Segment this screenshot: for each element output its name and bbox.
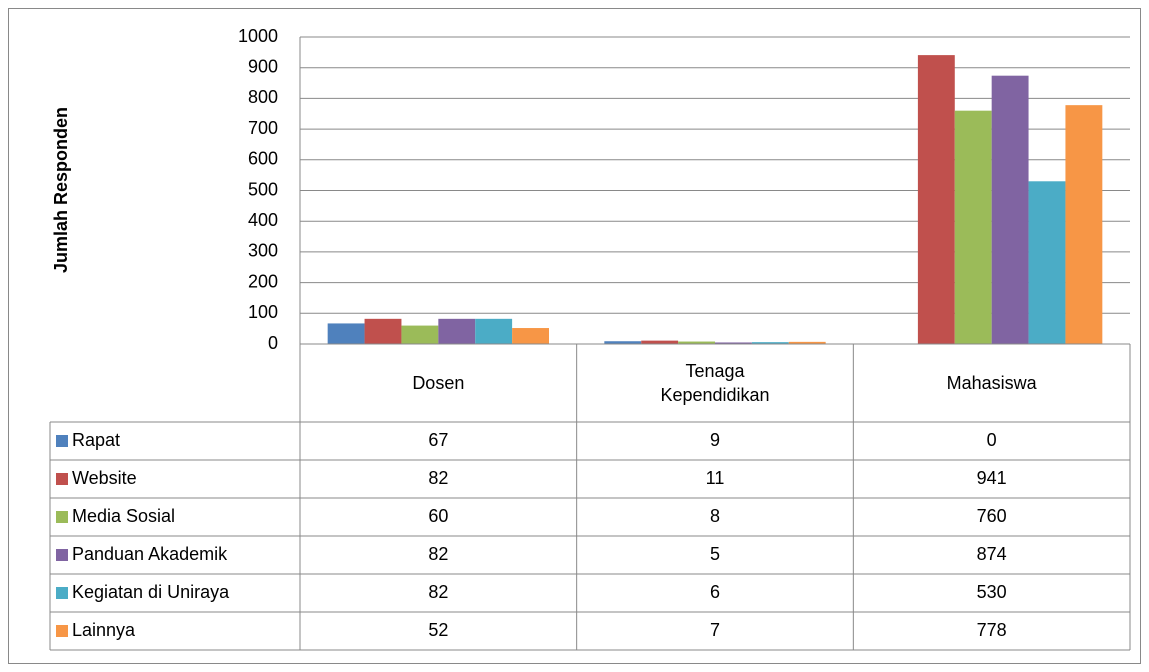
- bar: [991, 75, 1029, 344]
- table-value: 778: [977, 620, 1007, 640]
- table-value: 6: [710, 582, 720, 602]
- bar: [788, 341, 826, 344]
- bar: [751, 342, 789, 344]
- table-value: 0: [987, 430, 997, 450]
- y-tick-label: 900: [248, 56, 278, 76]
- legend-label: Panduan Akademik: [72, 544, 228, 564]
- table-value: 7: [710, 620, 720, 640]
- legend-key: [56, 549, 68, 561]
- y-tick-label: 0: [268, 333, 278, 353]
- y-axis-title: Jumlah Responden: [51, 107, 71, 273]
- legend-label: Rapat: [72, 430, 120, 450]
- legend-key: [56, 435, 68, 447]
- bar: [327, 323, 365, 344]
- bar: [641, 340, 679, 344]
- bar: [401, 325, 439, 344]
- table-value: 874: [977, 544, 1007, 564]
- bar: [715, 342, 752, 344]
- category-text: Mahasiswa: [946, 373, 1037, 393]
- bar: [1065, 105, 1103, 345]
- table-value: 5: [710, 544, 720, 564]
- y-tick-label: 100: [248, 302, 278, 322]
- bar: [954, 110, 992, 345]
- table-value: 82: [428, 468, 448, 488]
- y-tick-label: 1000: [238, 26, 278, 46]
- legend-key: [56, 473, 68, 485]
- category-label: Dosen: [300, 344, 577, 422]
- y-tick-label: 800: [248, 87, 278, 107]
- category-text: Tenaga Kependidikan: [660, 361, 770, 405]
- table-value: 530: [977, 582, 1007, 602]
- y-tick-label: 300: [248, 241, 278, 261]
- table-value: 941: [977, 468, 1007, 488]
- y-tick-label: 400: [248, 210, 278, 230]
- chart-border: [8, 8, 1141, 664]
- bar: [475, 318, 513, 344]
- legend-label: Lainnya: [72, 620, 136, 640]
- legend-label: Kegiatan di Uniraya: [72, 582, 230, 602]
- legend-key: [56, 511, 68, 523]
- table-value: 52: [428, 620, 448, 640]
- legend-key: [56, 587, 68, 599]
- bar: [917, 55, 955, 344]
- y-tick-label: 200: [248, 271, 278, 291]
- bar: [364, 318, 402, 344]
- table-value: 82: [428, 544, 448, 564]
- bar: [604, 341, 642, 344]
- legend-label: Website: [72, 468, 137, 488]
- table-value: 760: [977, 506, 1007, 526]
- table-value: 11: [706, 468, 725, 488]
- table-value: 60: [428, 506, 448, 526]
- bar: [1028, 181, 1066, 344]
- y-tick-label: 500: [248, 179, 278, 199]
- table-value: 82: [428, 582, 448, 602]
- bar: [512, 328, 549, 344]
- table-value: 67: [428, 430, 448, 450]
- legend-label: Media Sosial: [72, 506, 175, 526]
- legend-key: [56, 625, 68, 637]
- bar: [678, 341, 715, 344]
- y-tick-label: 600: [248, 149, 278, 169]
- category-text: Dosen: [412, 373, 465, 393]
- category-label: Tenaga Kependidikan: [577, 344, 854, 422]
- y-tick-label: 700: [248, 118, 278, 138]
- category-label: Mahasiswa: [853, 344, 1130, 422]
- table-value: 9: [710, 430, 720, 450]
- bar: [438, 318, 476, 344]
- table-value: 8: [710, 506, 720, 526]
